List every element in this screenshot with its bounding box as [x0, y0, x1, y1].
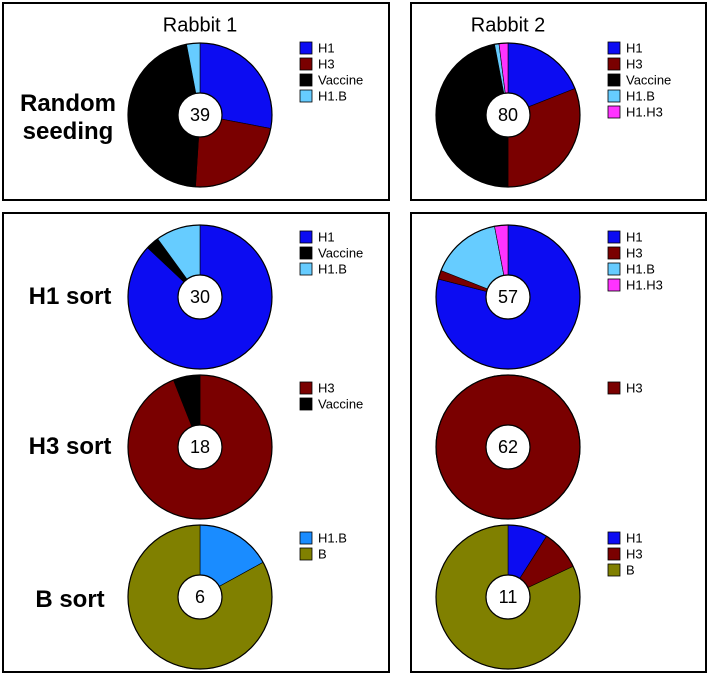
legend-swatch — [607, 381, 621, 395]
legend-label: Vaccine — [318, 396, 363, 411]
legend-label: B — [626, 562, 635, 577]
pie-hole — [177, 574, 223, 620]
column-title: Rabbit 2 — [471, 14, 546, 36]
panel-border — [2, 212, 390, 673]
center-label: 30 — [190, 287, 210, 307]
legend-label: H1 — [318, 40, 335, 55]
pie-hole — [177, 424, 223, 470]
legend-label: H1.H3 — [626, 277, 663, 292]
legend-swatch — [299, 246, 313, 260]
legend-label: H1.B — [318, 88, 347, 103]
legend-swatch — [607, 105, 621, 119]
legend-swatch — [607, 547, 621, 561]
legend-label: H3 — [626, 380, 643, 395]
legend-label: B — [318, 546, 327, 561]
legend-swatch — [607, 278, 621, 292]
legend-swatch — [299, 531, 313, 545]
pie-outline — [435, 224, 581, 370]
legend-label: Vaccine — [626, 72, 671, 87]
legend-label: H3 — [318, 56, 335, 71]
pie-outline — [127, 42, 273, 188]
legend-label: H1.B — [626, 261, 655, 276]
center-label: 57 — [498, 287, 518, 307]
pie-hole — [485, 92, 531, 138]
pie-outline — [435, 42, 581, 188]
legend-label: H1 — [318, 229, 335, 244]
legend-label: H1 — [626, 530, 643, 545]
pie-outline — [127, 374, 273, 520]
legend-swatch — [607, 563, 621, 577]
pie-hole — [485, 424, 531, 470]
row-label: H3 sort — [28, 433, 112, 460]
center-label: 39 — [190, 105, 210, 125]
legend-swatch — [299, 57, 313, 71]
legend-label: H1.B — [318, 261, 347, 276]
pie-hole — [485, 274, 531, 320]
legend-swatch — [299, 381, 313, 395]
legend-swatch — [607, 246, 621, 260]
center-label: 18 — [190, 437, 210, 457]
center-label: 11 — [499, 587, 518, 607]
center-label: 80 — [498, 105, 518, 125]
legend-swatch — [299, 547, 313, 561]
row-label: Random seeding — [20, 90, 116, 145]
pie-hole — [485, 574, 531, 620]
legend-label: H3 — [318, 380, 335, 395]
pie-hole — [177, 274, 223, 320]
pie-outline — [435, 524, 581, 670]
center-label: 62 — [498, 437, 518, 457]
center-label: 6 — [195, 587, 205, 607]
pie-outline — [127, 224, 273, 370]
legend-label: H1.B — [626, 88, 655, 103]
legend-swatch — [607, 89, 621, 103]
legend-swatch — [299, 262, 313, 276]
legend-swatch — [299, 73, 313, 87]
legend-swatch — [607, 531, 621, 545]
legend-swatch — [607, 262, 621, 276]
legend-label: H1 — [626, 229, 643, 244]
legend-swatch — [299, 89, 313, 103]
legend-swatch — [607, 73, 621, 87]
legend-label: Vaccine — [318, 72, 363, 87]
legend-swatch — [299, 41, 313, 55]
pie-hole — [177, 92, 223, 138]
legend-label: Vaccine — [318, 245, 363, 260]
panel-border — [410, 212, 707, 673]
pie-outline — [435, 374, 581, 520]
legend-label: H1.H3 — [626, 104, 663, 119]
legend-label: H3 — [626, 56, 643, 71]
row-label: B sort — [35, 586, 105, 613]
row-label: H1 sort — [28, 283, 112, 310]
panel-border — [2, 2, 390, 201]
legend-swatch — [299, 230, 313, 244]
legend-swatch — [607, 57, 621, 71]
panel-border — [410, 2, 707, 201]
legend-label: H1.B — [318, 530, 347, 545]
legend-swatch — [299, 397, 313, 411]
legend-label: H1 — [626, 40, 643, 55]
legend-swatch — [607, 230, 621, 244]
legend-label: H3 — [626, 245, 643, 260]
legend-label: H3 — [626, 546, 643, 561]
column-title: Rabbit 1 — [163, 14, 238, 36]
legend-swatch — [607, 41, 621, 55]
pie-outline — [127, 524, 273, 670]
